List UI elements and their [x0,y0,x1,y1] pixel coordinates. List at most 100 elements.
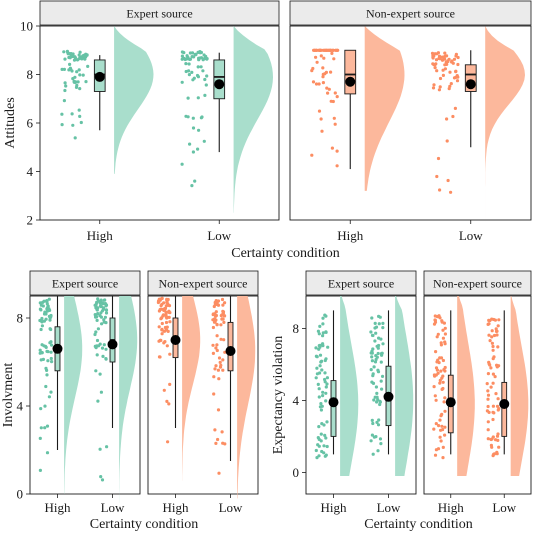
raw-point [319,402,323,406]
x-tick-label: High [163,500,190,515]
raw-point [439,414,443,418]
raw-point [322,48,326,52]
raw-point [492,355,496,359]
x-tick-label: High [87,228,114,243]
raw-point [162,301,166,305]
raw-point [450,59,454,63]
raw-point [495,450,499,454]
raw-point [217,356,222,360]
raw-point [103,302,107,306]
raw-point [373,360,378,364]
raw-point [42,299,46,303]
raw-point [96,306,100,310]
raw-point [85,53,89,57]
raw-point [202,139,206,143]
x-tick-label: High [438,500,465,515]
box [344,49,357,95]
raw-point [222,320,226,324]
raw-point [157,355,162,359]
raw-point [75,70,79,74]
facet-expert-source: Expert source 0 4 8 High Low [293,270,417,515]
raw-point [449,82,453,86]
raw-point [102,318,106,322]
raw-point [324,330,328,334]
raw-point [434,58,439,62]
raw-point [159,338,163,342]
raw-point [222,314,226,318]
raw-point [491,348,495,352]
raw-point [47,297,51,301]
raw-point [317,347,321,351]
mean-point [214,79,225,90]
raw-point [321,81,325,85]
raw-point [38,307,43,311]
raw-point [497,318,501,322]
raw-point [219,363,223,367]
box [501,381,508,437]
raw-point [162,341,166,345]
y-axis-label: Attitudes [3,97,18,148]
raw-point [99,390,103,394]
raw-point [67,52,72,56]
raw-point [203,93,207,97]
panel-border [147,295,259,495]
raw-point [375,420,379,424]
raw-point [166,440,170,444]
raw-point [433,66,437,70]
density-half-violin [64,296,83,494]
raw-point [42,319,47,323]
raw-point [96,327,100,331]
raw-point [496,324,500,328]
raw-point [330,51,334,56]
density-half-violin [233,26,273,213]
raw-point [167,402,171,406]
raw-point [71,54,75,58]
raw-point [441,386,445,391]
x-axis-label: Certainty condition [231,246,339,261]
raw-point [321,331,325,335]
raw-point [439,428,443,432]
chart-1: Attitudes Certainty condition Expert sourc… [3,0,532,261]
raw-point [378,437,383,441]
raw-point [441,456,445,460]
raw-point [377,418,381,422]
raw-point [335,95,339,99]
raw-point [316,382,320,386]
raw-point [435,174,439,179]
raw-point [191,126,196,130]
raw-point [196,96,200,100]
raw-point [314,346,318,350]
raw-point [374,385,378,389]
raw-point [40,324,45,328]
raw-point [216,408,221,412]
raw-point [490,437,494,441]
raw-point [180,80,184,84]
density-half-violin [119,296,138,503]
raw-point [380,374,385,378]
facet-strip-label: Non-expert source [159,277,248,291]
x-tick-label: Low [492,500,516,515]
y-axis-label: Involvment [1,363,16,428]
raw-point [444,62,448,66]
raw-point [196,50,200,55]
raw-point [443,51,447,55]
raw-point [434,366,439,370]
raw-point [332,57,336,61]
raw-point [50,360,54,364]
raw-point [314,55,318,59]
raw-point [184,62,188,66]
raw-point [486,393,491,397]
raw-point [40,351,44,355]
raw-point [214,364,218,368]
raw-point [187,62,191,66]
panel-border [29,295,141,495]
raw-point [486,428,490,432]
raw-point [164,315,168,319]
raw-point [497,407,501,411]
raw-point [180,162,184,166]
raw-point [320,368,324,372]
raw-point [376,398,380,402]
mean-point [170,335,181,345]
raw-point [455,79,460,83]
